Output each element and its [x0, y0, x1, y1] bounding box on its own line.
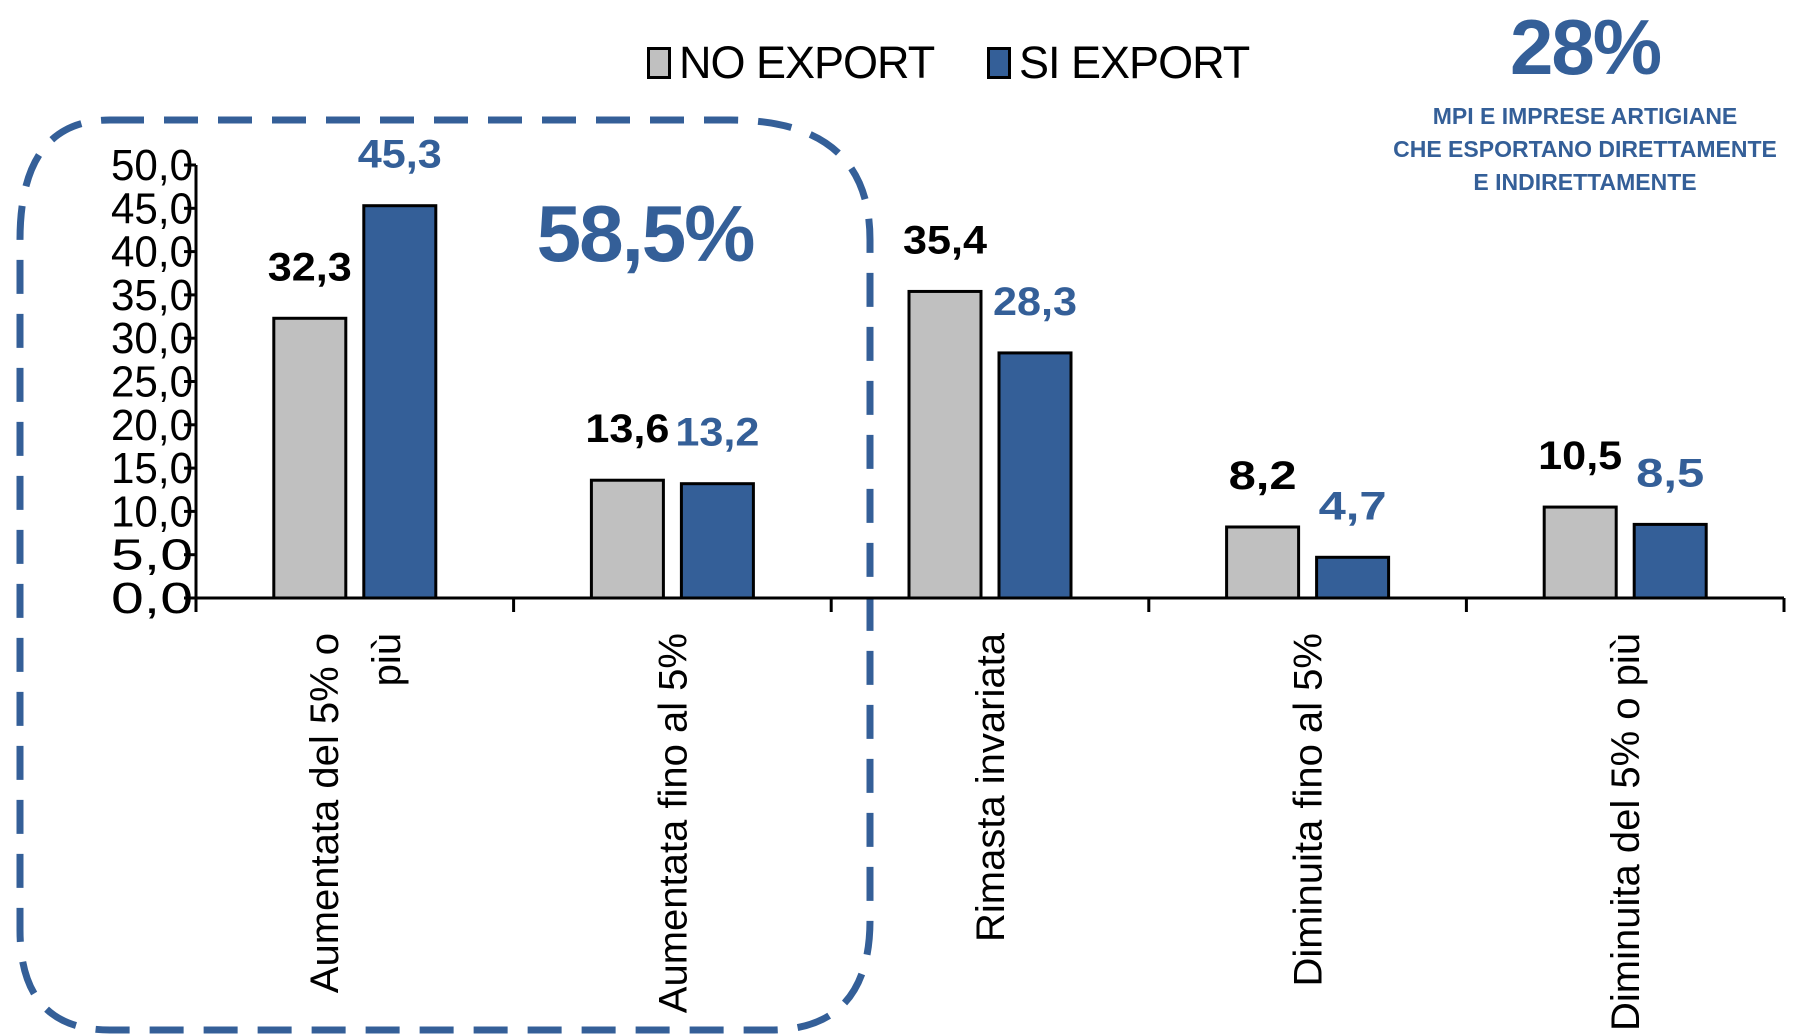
category-label-line: Diminuita fino al 5% — [1287, 633, 1331, 987]
bar-si-export — [1315, 555, 1391, 600]
category-label: Aumentata fino al 5% — [651, 633, 695, 1013]
category-label-line: Diminuita del 5% o più — [1604, 633, 1648, 1031]
bar-no-export — [1225, 525, 1301, 600]
increase-share-value: 58,5% — [536, 189, 756, 278]
y-tick-label: 15,0 — [111, 444, 193, 493]
bar-si-export — [1632, 522, 1708, 600]
bar-si-export — [997, 351, 1073, 600]
category-label-line: Aumentata fino al 5% — [651, 633, 695, 1013]
y-tick-label: 50,0 — [111, 141, 193, 190]
legend-swatch-si-export — [987, 47, 1011, 79]
category-label: Rimasta invariata — [969, 632, 1013, 942]
export-share-value: 28% — [1509, 3, 1662, 91]
y-tick-label: 35,0 — [111, 271, 193, 320]
category-label-line: più — [365, 633, 409, 686]
bar-value-label: 8,2 — [1229, 454, 1297, 498]
bar-value-label: 32,3 — [268, 245, 352, 289]
y-tick-label: 25,0 — [111, 358, 193, 407]
dashed-highlight-box — [16, 116, 874, 1034]
bar-no-export — [589, 478, 665, 600]
bar-no-export — [907, 289, 983, 600]
legend-item-no-export: NO EXPORT — [647, 37, 935, 88]
bar-value-label: 45,3 — [358, 133, 442, 177]
y-tick-label: 40,0 — [111, 228, 193, 277]
y-tick-label: 30,0 — [111, 314, 193, 363]
y-tick-label: 20,0 — [111, 401, 193, 450]
bar-value-label: 13,2 — [675, 411, 759, 455]
value-labels: 32,3 45,3 13,6 13,2 35,428,3 8,2 4,7 10,5 8,5 — [268, 133, 1704, 529]
export-share-note: MPI E IMPRESE ARTIGIANE CHE ESPORTANO DI… — [1365, 100, 1794, 199]
bar-value-label: 35,4 — [903, 218, 988, 262]
y-tick-label: 45,0 — [111, 184, 193, 233]
legend-swatch-no-export — [647, 47, 671, 79]
note-line: MPI E IMPRESE ARTIGIANE — [1432, 103, 1738, 129]
category-labels: Aumentata del 5% o più Aumentata fino al 5… — [303, 632, 1648, 1031]
bar-no-export — [1542, 505, 1618, 600]
category-label: Diminuita fino al 5% — [1287, 633, 1331, 987]
y-tick-label: 10,0 — [111, 487, 193, 536]
legend-item-si-export: SI EXPORT — [987, 37, 1250, 88]
category-label-line: Aumentata del 5% o — [303, 633, 347, 993]
category-label-line: Rimasta invariata — [969, 632, 1013, 942]
bar-value-label: 4,7 — [1319, 484, 1387, 528]
bars — [272, 204, 1708, 600]
bar-value-label: 28,3 — [993, 280, 1077, 324]
legend-label-no-export: NO EXPORT — [679, 37, 935, 88]
legend-label-si-export: SI EXPORT — [1019, 37, 1250, 88]
bar-value-label: 10,5 — [1538, 434, 1622, 478]
category-label: Diminuita del 5% o più — [1604, 633, 1648, 1031]
note-line: E INDIRETTAMENTE — [1473, 169, 1697, 195]
y-tick-label: 5,0 — [111, 531, 193, 580]
bar-value-label: 8,5 — [1636, 451, 1704, 495]
y-tick-label: 0,0 — [111, 574, 193, 623]
note-line: CHE ESPORTANO DIRETTAMENTE — [1393, 136, 1777, 162]
bar-si-export — [362, 204, 438, 600]
bar-si-export — [679, 482, 755, 600]
bar-no-export — [272, 316, 348, 600]
axes: 0,05,010,015,020,025,030,035,040,045,050… — [111, 141, 1786, 623]
bar-value-label: 13,6 — [585, 407, 669, 451]
category-label: Aumentata del 5% o più — [303, 633, 409, 993]
